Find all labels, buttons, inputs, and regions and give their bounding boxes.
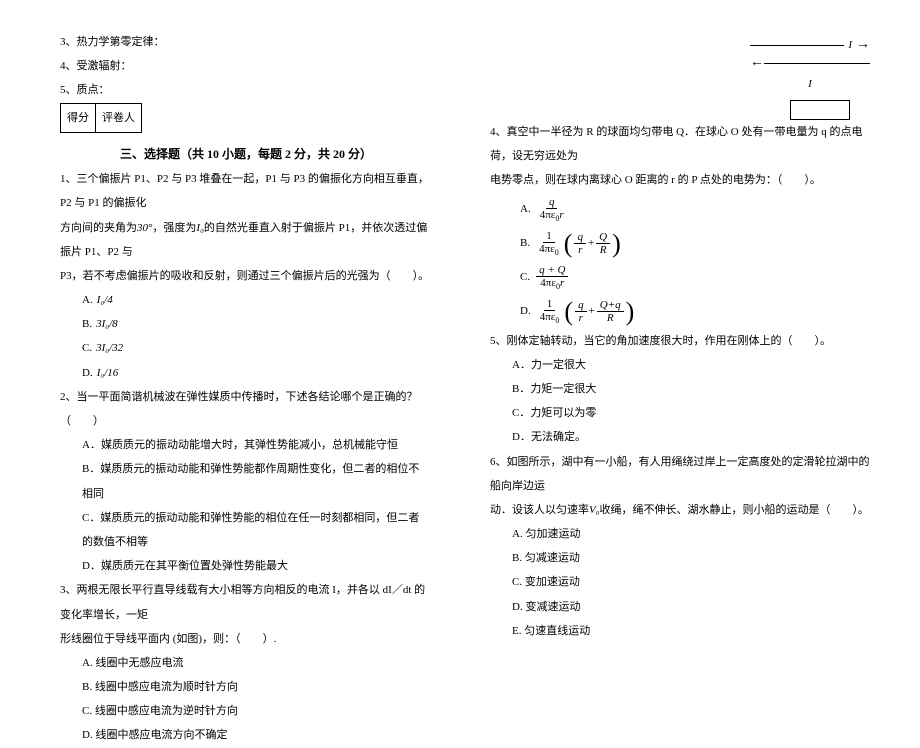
p1-opt-D: D.I₀/16 xyxy=(82,361,430,385)
right-column: I I 4、真空中一半径为 R 的球面均匀带电 Q．在球心 O 处有一带电量为 … xyxy=(460,0,920,650)
l4: 4、受激辐射： xyxy=(60,54,430,78)
q4Alab: A. xyxy=(520,197,531,221)
fd-Qq: Q+q xyxy=(597,299,624,312)
q5C: C．力矩可以为零 xyxy=(512,401,880,425)
q5B: B．力矩一定很大 xyxy=(512,377,880,401)
p1b-b: ，强度为 xyxy=(152,222,196,234)
p1b: 方向间的夹角为30°，强度为I₀的自然光垂直入射于偏振片 P1，并依次透过偏振片… xyxy=(60,216,430,264)
l5: 5、质点： xyxy=(60,78,430,102)
q6C: C. 变加速运动 xyxy=(512,570,880,594)
q6b-b: 收绳，绳不伸长、湖水静止，则小船的运动是（ ）。 xyxy=(600,504,870,516)
p1a: 1、三个偏振片 P1、P2 与 P3 堆叠在一起，P1 与 P3 的偏振化方向相… xyxy=(60,167,430,215)
q6B: B. 匀减速运动 xyxy=(512,546,880,570)
q5D: D．无法确定。 xyxy=(512,425,880,449)
p3A: A. 线圈中无感应电流 xyxy=(82,651,430,675)
q4Blab: B. xyxy=(520,231,530,255)
p2C: C．媒质质元的振动动能和弹性势能的相位在任一时刻都相同，但二者的数值不相等 xyxy=(82,506,430,554)
fb-Q: Q xyxy=(596,231,610,244)
fb-plus: + xyxy=(588,231,594,255)
p2B: B．媒质质元的振动动能和弹性势能都作周期性变化，但二者的相位不相同 xyxy=(82,457,430,505)
left-column: 3、热力学第零定律： 4、受激辐射： 5、质点： 得分 评卷人 三、选择题（共 … xyxy=(0,0,460,650)
q4-opt-D: D. 14πε0 ( qr + Q+qR ) xyxy=(520,295,880,329)
fb-r: r xyxy=(575,244,585,256)
q5A: A．力一定很大 xyxy=(512,353,880,377)
p2: 2、当一平面简谐机械波在弹性媒质中传播时，下述各结论哪个是正确的？（ ） xyxy=(60,385,430,433)
p1-opt-B: B.3I₀/8 xyxy=(82,312,430,336)
p2D: D．媒质质元在其平衡位置处弹性势能最大 xyxy=(82,554,430,578)
wire-I-bot: I xyxy=(808,78,812,90)
q5: 5、刚体定轴转动，当它的角加速度很大时，作用在刚体上的（ ）。 xyxy=(490,329,880,353)
fc-num: q + Q xyxy=(536,264,568,277)
p1-opt-A: A.I₀/4 xyxy=(82,288,430,312)
q6E: E. 匀速直线运动 xyxy=(512,619,880,643)
p3C: C. 线圈中感应电流为逆时针方向 xyxy=(82,699,430,723)
p1c: P3，若不考虑偏振片的吸收和反射，则通过三个偏振片后的光强为（ ）。 xyxy=(60,264,430,288)
fd-R: R xyxy=(604,312,617,324)
q6b: 动．设该人以匀速率V₀收绳，绳不伸长、湖水静止，则小船的运动是（ ）。 xyxy=(490,498,880,522)
fc-r: r xyxy=(560,277,564,289)
q6-v0: V₀ xyxy=(589,504,600,516)
fd-sub: 0 xyxy=(555,316,559,325)
score-label-2: 评卷人 xyxy=(96,104,141,132)
fb-R: R xyxy=(597,244,610,256)
p1C: 3I₀/32 xyxy=(96,342,123,354)
q6A: A. 匀加速运动 xyxy=(512,522,880,546)
fc-den: 4πε xyxy=(540,277,556,289)
q4Dlab: D. xyxy=(520,299,531,323)
fa-den: 4πε xyxy=(540,209,556,221)
p3B: B. 线圈中感应电流为顺时针方向 xyxy=(82,675,430,699)
fd-q: q xyxy=(575,299,587,312)
loop-rect xyxy=(790,100,850,120)
fb-den: 4πε xyxy=(539,243,555,255)
fa-r: r xyxy=(559,209,563,221)
p2A: A．媒质质元的振动动能增大时，其弹性势能减小，总机械能守恒 xyxy=(82,433,430,457)
q4-opt-A: A. q4πε0r xyxy=(520,193,880,227)
score-row: 得分 评卷人 xyxy=(60,103,430,141)
fb-sub: 0 xyxy=(555,248,559,257)
p3a: 3、两根无限长平行直导线载有大小相等方向相反的电流 I，并各以 dI／dt 的变… xyxy=(60,578,430,626)
wires-diagram: I I xyxy=(750,36,870,120)
fd-den: 4πε xyxy=(540,311,556,323)
q4b: 电势零点，则在球内离球心 O 距离的 r 的 P 点处的电势为：（ ）。 xyxy=(490,168,880,192)
arrow-left-icon xyxy=(750,48,764,79)
q4a: 4、真空中一半径为 R 的球面均匀带电 Q．在球心 O 处有一带电量为 q 的点… xyxy=(490,120,880,168)
q6D: D. 变减速运动 xyxy=(512,595,880,619)
wire-I-top: I xyxy=(848,33,852,57)
fb-q: q xyxy=(574,231,586,244)
fd-plus: + xyxy=(589,299,595,323)
p1B: 3I₀/8 xyxy=(96,318,118,330)
p3b: 形线圈位于导线平面内 (如图)，则：（ ）. xyxy=(60,627,430,651)
p1-opt-C: C.3I₀/32 xyxy=(82,336,430,360)
p1b-i0: I₀ xyxy=(196,222,204,234)
p1b-angle: 30° xyxy=(137,222,152,234)
fa-num: q xyxy=(546,196,558,209)
q6a: 6、如图所示，湖中有一小船，有人用绳绕过岸上一定高度处的定滑轮拉湖中的船向岸边运 xyxy=(490,450,880,498)
l3: 3、热力学第零定律： xyxy=(60,30,430,54)
p1b-a: 方向间的夹角为 xyxy=(60,222,137,234)
p1A: I₀/4 xyxy=(97,294,113,306)
q4Clab: C. xyxy=(520,265,530,289)
q4-opt-B: B. 14πε0 ( qr + QR ) xyxy=(520,227,880,261)
fd-r: r xyxy=(576,312,586,324)
p3D: D. 线圈中感应电流方向不确定 xyxy=(82,723,430,747)
q4-opt-C: C. q + Q4πε0r xyxy=(520,261,880,295)
q6b-a: 动．设该人以匀速率 xyxy=(490,504,589,516)
arrow-right-icon xyxy=(856,30,870,61)
p1D: I₀/16 xyxy=(97,367,119,379)
score-label-1: 得分 xyxy=(61,104,96,132)
score-box: 得分 评卷人 xyxy=(60,103,142,133)
section-title: 三、选择题（共 10 小题，每题 2 分，共 20 分） xyxy=(120,141,430,167)
